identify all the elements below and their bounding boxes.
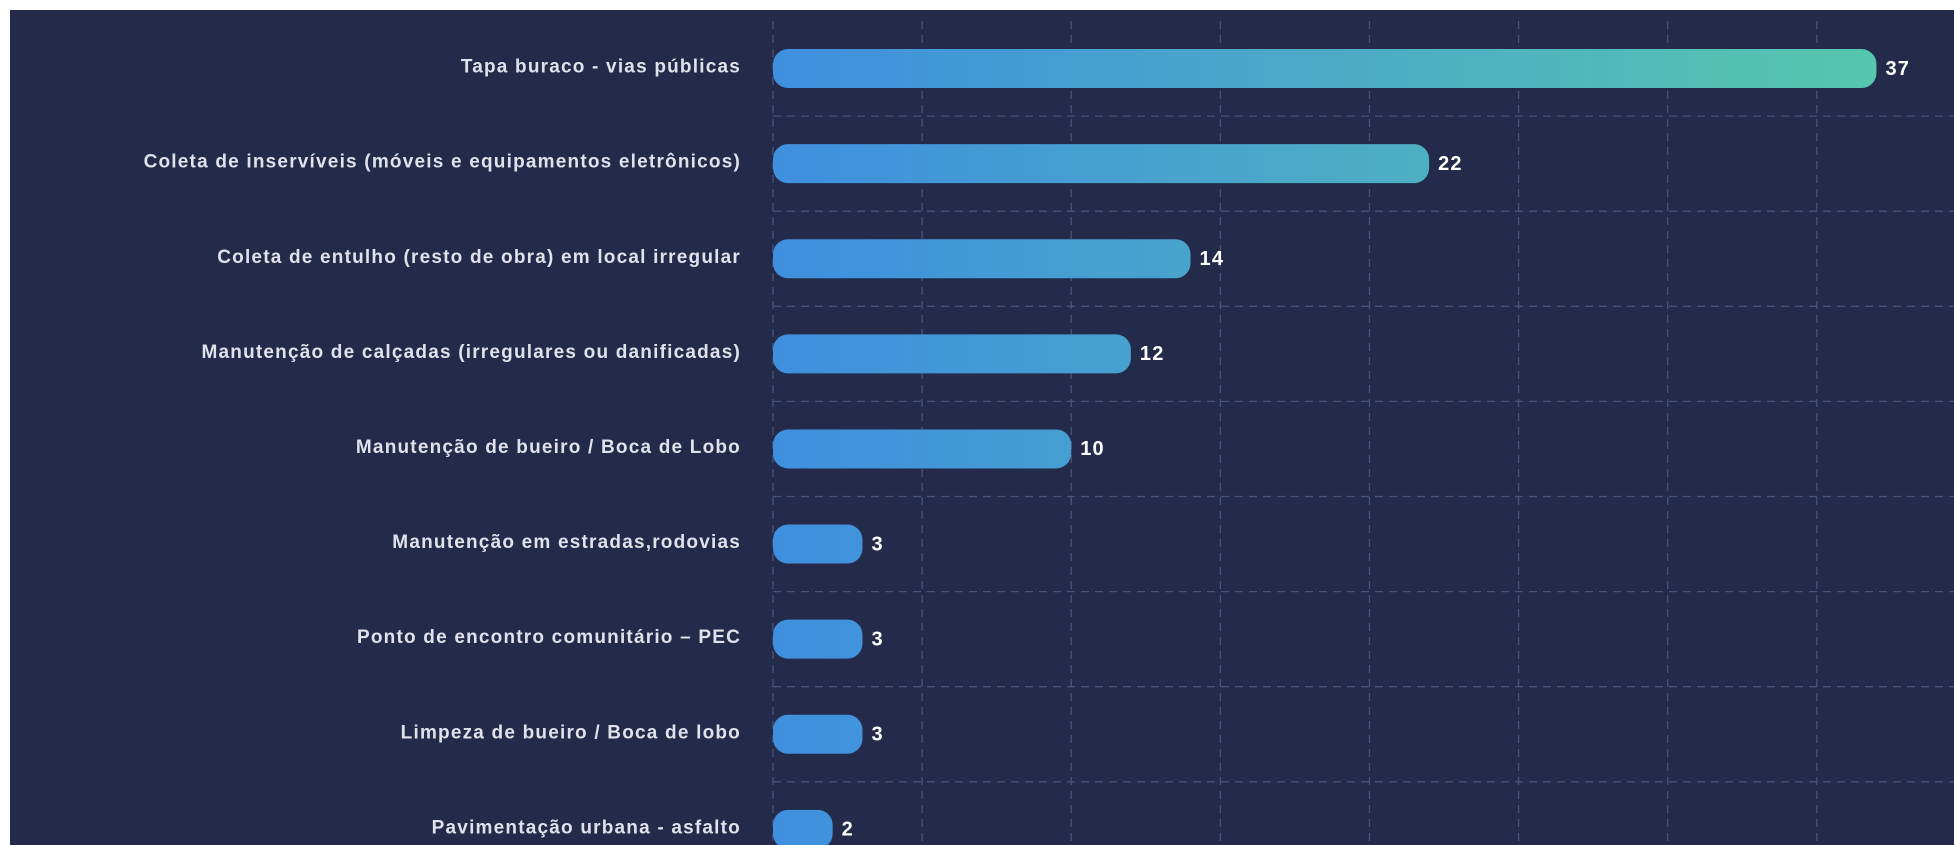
bar [773, 49, 1877, 89]
value-label: 12 [1140, 343, 1165, 365]
category-label: Manutenção de calçadas (irregulares ou d… [201, 342, 741, 363]
bar [773, 809, 833, 845]
bar [773, 714, 863, 754]
category-label: Ponto de encontro comunitário – PEC [357, 627, 741, 648]
bar [773, 239, 1191, 279]
category-label: Manutenção de bueiro / Boca de Lobo [356, 437, 741, 458]
category-label: Coleta de inservíveis (móveis e equipame… [144, 152, 741, 173]
bar [773, 144, 1430, 184]
category-label: Pavimentação urbana - asfalto [432, 817, 741, 838]
value-label: 3 [871, 724, 883, 746]
value-label: 3 [871, 628, 883, 650]
value-label: 2 [842, 819, 854, 841]
value-label: 22 [1438, 153, 1463, 175]
bar [773, 524, 863, 564]
value-label: 10 [1080, 438, 1105, 460]
category-label: Manutenção em estradas,rodovias [392, 532, 741, 553]
category-label: Tapa buraco - vias públicas [461, 57, 741, 78]
category-label: Limpeza de bueiro / Boca de lobo [401, 722, 741, 743]
bar [773, 619, 863, 659]
bar [773, 429, 1072, 469]
value-label: 3 [871, 533, 883, 555]
value-label: 14 [1200, 248, 1225, 270]
bar [773, 334, 1131, 374]
value-label: 37 [1885, 58, 1910, 80]
chart-background [10, 10, 1954, 845]
category-label: Coleta de entulho (resto de obra) em loc… [217, 247, 741, 268]
